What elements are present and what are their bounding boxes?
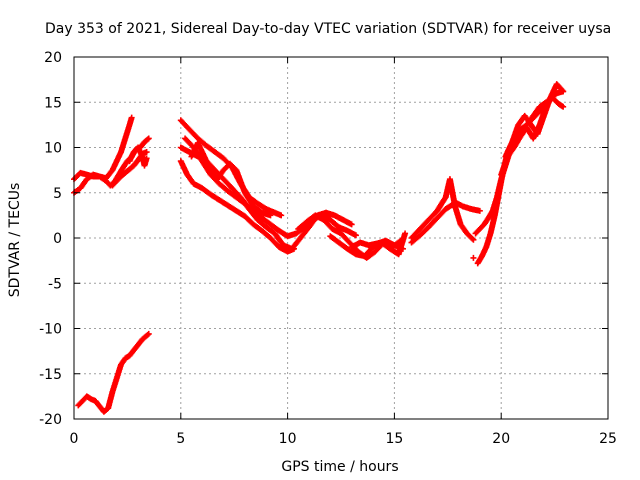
data-point-markers (126, 144, 150, 169)
data-point-markers (177, 158, 298, 255)
y-tick-label: 10 (44, 141, 62, 157)
data-point-markers (182, 135, 359, 240)
series-arc-s (498, 92, 556, 178)
data-points (71, 81, 567, 415)
series-arc-d (126, 144, 150, 169)
series-arc-j (188, 139, 274, 219)
series-arc-k (295, 212, 404, 261)
data-point-markers (470, 254, 477, 261)
data-point-markers (75, 330, 152, 415)
data-point-markers (348, 237, 406, 252)
y-ticks: -20 -15 -10 -5 0 5 10 15 20 (39, 50, 608, 428)
y-axis-label: SDTVAR / TECUs (7, 183, 23, 298)
y-tick-label: -5 (48, 276, 62, 292)
x-tick-label: 25 (599, 431, 617, 447)
series-arc-i (182, 135, 359, 240)
data-point-markers (498, 92, 556, 178)
data-point-markers (408, 200, 477, 246)
x-tick-label: 0 (70, 431, 79, 447)
series-arc-o (408, 200, 477, 246)
chart-title: Day 353 of 2021, Sidereal Day-to-day VTE… (45, 21, 611, 37)
y-tick-label: 0 (53, 231, 62, 247)
series-arc-t (470, 254, 477, 261)
data-point-markers (188, 139, 274, 219)
data-point-markers (295, 212, 404, 261)
series-arc-m (348, 237, 406, 252)
x-tick-label: 20 (492, 431, 510, 447)
series-arc-p (472, 88, 567, 237)
x-tick-label: 10 (279, 431, 297, 447)
y-tick-label: 5 (53, 186, 62, 202)
y-tick-label: -15 (39, 367, 62, 383)
x-tick-label: 5 (176, 431, 185, 447)
data-point-markers (177, 117, 285, 219)
x-axis-label: GPS time / hours (281, 459, 398, 475)
y-tick-label: 15 (44, 95, 62, 111)
series-arc-f (177, 117, 285, 219)
data-point-markers (472, 88, 567, 237)
series-arc-e (75, 330, 152, 415)
x-tick-label: 15 (385, 431, 403, 447)
y-tick-label: 20 (44, 50, 62, 66)
y-tick-label: -10 (39, 322, 62, 338)
x-ticks: 0 5 10 15 20 25 (70, 57, 617, 447)
y-tick-label: -20 (39, 412, 62, 428)
grid (74, 57, 608, 419)
series-arc-h (177, 158, 298, 255)
